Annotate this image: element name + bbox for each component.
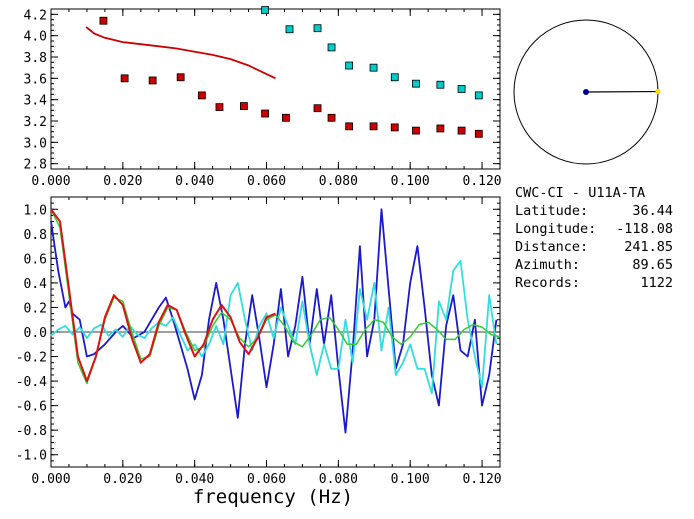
data-point (197, 91, 206, 100)
data-point (313, 104, 322, 113)
station-separator: - (571, 185, 581, 201)
x-tick-label: 0.060 (247, 472, 286, 487)
data-point (99, 16, 108, 25)
x-tick-label: 0.000 (31, 174, 70, 189)
station-dot (583, 89, 589, 95)
longitude-value: -118.08 (616, 221, 673, 237)
data-point (390, 73, 399, 82)
data-point (474, 91, 483, 100)
latitude-label: Latitude: (515, 203, 589, 219)
y-tick-label: 1.0 (24, 203, 47, 218)
records-label: Records: (515, 275, 581, 291)
y-tick-label: -0.2 (16, 351, 47, 366)
latitude-value: 36.44 (632, 203, 673, 219)
y-tick-label: 2.8 (24, 158, 47, 173)
series-line (50, 208, 498, 434)
x-tick-label: 0.100 (391, 174, 430, 189)
longitude-label: Longitude: (515, 221, 597, 237)
info-row: Latitude: 36.44 (515, 202, 673, 220)
dispersion-plot: 0.000 0.020 0.040 0.060 0.080 0.100 0.120 2.8 3.… (24, 6, 502, 189)
azimuth-value: 89.65 (632, 257, 673, 273)
x-tick-label: 0.040 (175, 174, 214, 189)
data-point (285, 25, 294, 34)
info-row: Distance: 241.85 (515, 238, 673, 256)
y-tick-label: 0.8 (24, 228, 47, 243)
data-point (261, 6, 269, 14)
x-tick-label: 0.080 (319, 174, 358, 189)
data-point (239, 102, 248, 110)
data-point (369, 63, 378, 72)
x-tick-label: 0.120 (462, 472, 501, 487)
distance-label: Distance: (515, 239, 589, 255)
y-tick-label: -0.4 (16, 375, 47, 390)
data-point (148, 76, 157, 85)
series-line (50, 259, 498, 395)
coherency-plot: 0.000 0.020 0.040 0.060 0.080 0.100 0.120 1.0 0.… (16, 196, 502, 487)
y-tick-label: 4.0 (24, 30, 47, 45)
data-point (436, 124, 445, 133)
station-info-panel: CWC-CI - U11A-TA Latitude: 36.44 Longitud… (515, 184, 673, 292)
y-tick-label: 0.4 (24, 277, 48, 292)
info-row: Azimuth: 89.65 (515, 256, 673, 274)
data-point (436, 80, 445, 89)
y-tick-label: 3.6 (24, 72, 47, 87)
data-point (120, 74, 129, 83)
station-pair: U11A-TA (588, 185, 646, 201)
y-tick-label: 3.4 (24, 94, 48, 109)
data-point (261, 109, 269, 118)
y-tick-label: 0.0 (24, 326, 47, 341)
series-line (50, 208, 276, 383)
x-tick-label: 0.100 (391, 472, 430, 487)
info-row: Longitude: -118.08 (515, 220, 673, 238)
distance-value: 241.85 (624, 239, 673, 255)
station-line: CWC-CI - U11A-TA (515, 184, 673, 202)
x-tick-label: 0.080 (319, 472, 358, 487)
data-point (215, 103, 224, 112)
data-point (327, 43, 336, 52)
data-point (390, 123, 399, 132)
azimuth-compass (513, 19, 661, 165)
data-point (345, 122, 354, 131)
info-row: Records: 1122 (515, 274, 673, 292)
data-point (176, 73, 185, 82)
y-tick-label: 4.2 (24, 8, 47, 23)
y-tick-label: -0.8 (16, 424, 47, 439)
y-tick-label: 3.2 (24, 115, 47, 130)
data-point (457, 126, 466, 135)
model-curve (85, 26, 276, 80)
azimuth-label: Azimuth: (515, 257, 581, 273)
x-axis-title: frequency (Hz) (193, 486, 353, 508)
data-point (412, 126, 420, 135)
data-point (282, 113, 290, 122)
series-line (50, 208, 501, 385)
y-tick-label: 3.8 (24, 51, 47, 66)
data-point (457, 85, 466, 93)
x-tick-label: 0.040 (175, 472, 214, 487)
y-tick-label: 0.2 (24, 301, 47, 316)
station-network: CWC-CI (515, 185, 564, 201)
y-tick-label: 0.6 (24, 252, 47, 267)
data-point (313, 24, 322, 33)
records-value: 1122 (640, 275, 673, 291)
y-tick-label: -0.6 (16, 400, 47, 415)
x-tick-label: 0.060 (247, 174, 286, 189)
data-point (474, 129, 483, 138)
source-dot (655, 89, 661, 95)
y-tick-label: -1.0 (16, 449, 47, 464)
y-tick-label: 3.0 (24, 136, 47, 151)
plot-frame (50, 8, 501, 170)
x-tick-label: 0.000 (31, 472, 70, 487)
data-point (369, 122, 378, 131)
x-tick-label: 0.020 (103, 174, 142, 189)
data-point (327, 113, 336, 122)
data-point (412, 79, 420, 88)
x-tick-label: 0.020 (103, 472, 142, 487)
x-tick-label: 0.120 (462, 174, 501, 189)
data-point (345, 61, 354, 70)
